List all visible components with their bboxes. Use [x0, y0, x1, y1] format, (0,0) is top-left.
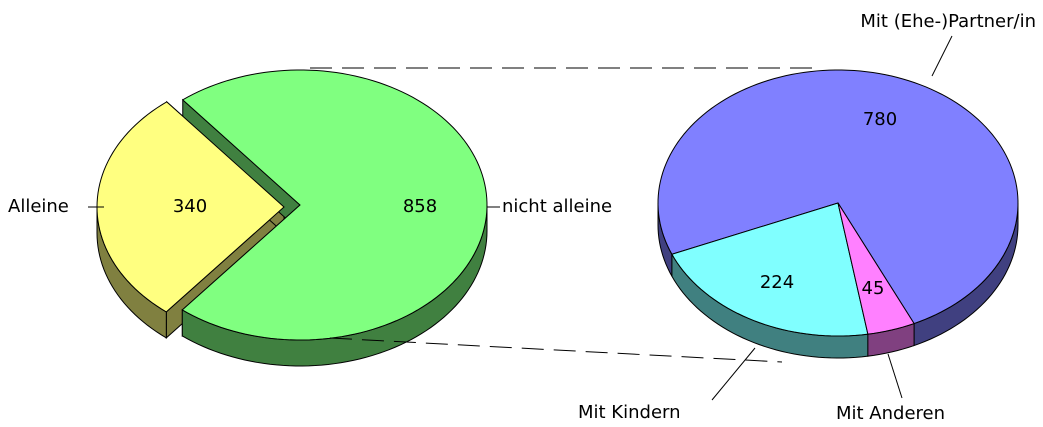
pie-slice — [657, 69, 1019, 325]
leader-line — [931, 35, 953, 77]
leader-line — [711, 347, 756, 401]
value-label: 45 — [862, 278, 885, 299]
value-label: 858 — [403, 196, 437, 217]
leader-line — [887, 353, 903, 399]
value-labels: 340 858 780 224 45 — [173, 109, 897, 299]
category-label: nicht alleine — [502, 196, 612, 217]
category-label: Mit Anderen — [836, 403, 945, 424]
pies: 340 858 780 224 45 — [96, 69, 1019, 367]
category-label: Mit Kindern — [578, 402, 681, 423]
value-label: 340 — [173, 196, 207, 217]
pie-slice — [837, 202, 915, 335]
value-label: 780 — [863, 109, 897, 130]
top-faces — [96, 69, 1019, 341]
category-label: Mit (Ehe-)Partner/in — [860, 11, 1036, 32]
connector-line — [329, 337, 783, 363]
pie-slice — [671, 202, 869, 337]
pie-slice — [181, 69, 488, 341]
value-label: 224 — [760, 272, 794, 293]
category-label: Alleine — [8, 196, 69, 217]
